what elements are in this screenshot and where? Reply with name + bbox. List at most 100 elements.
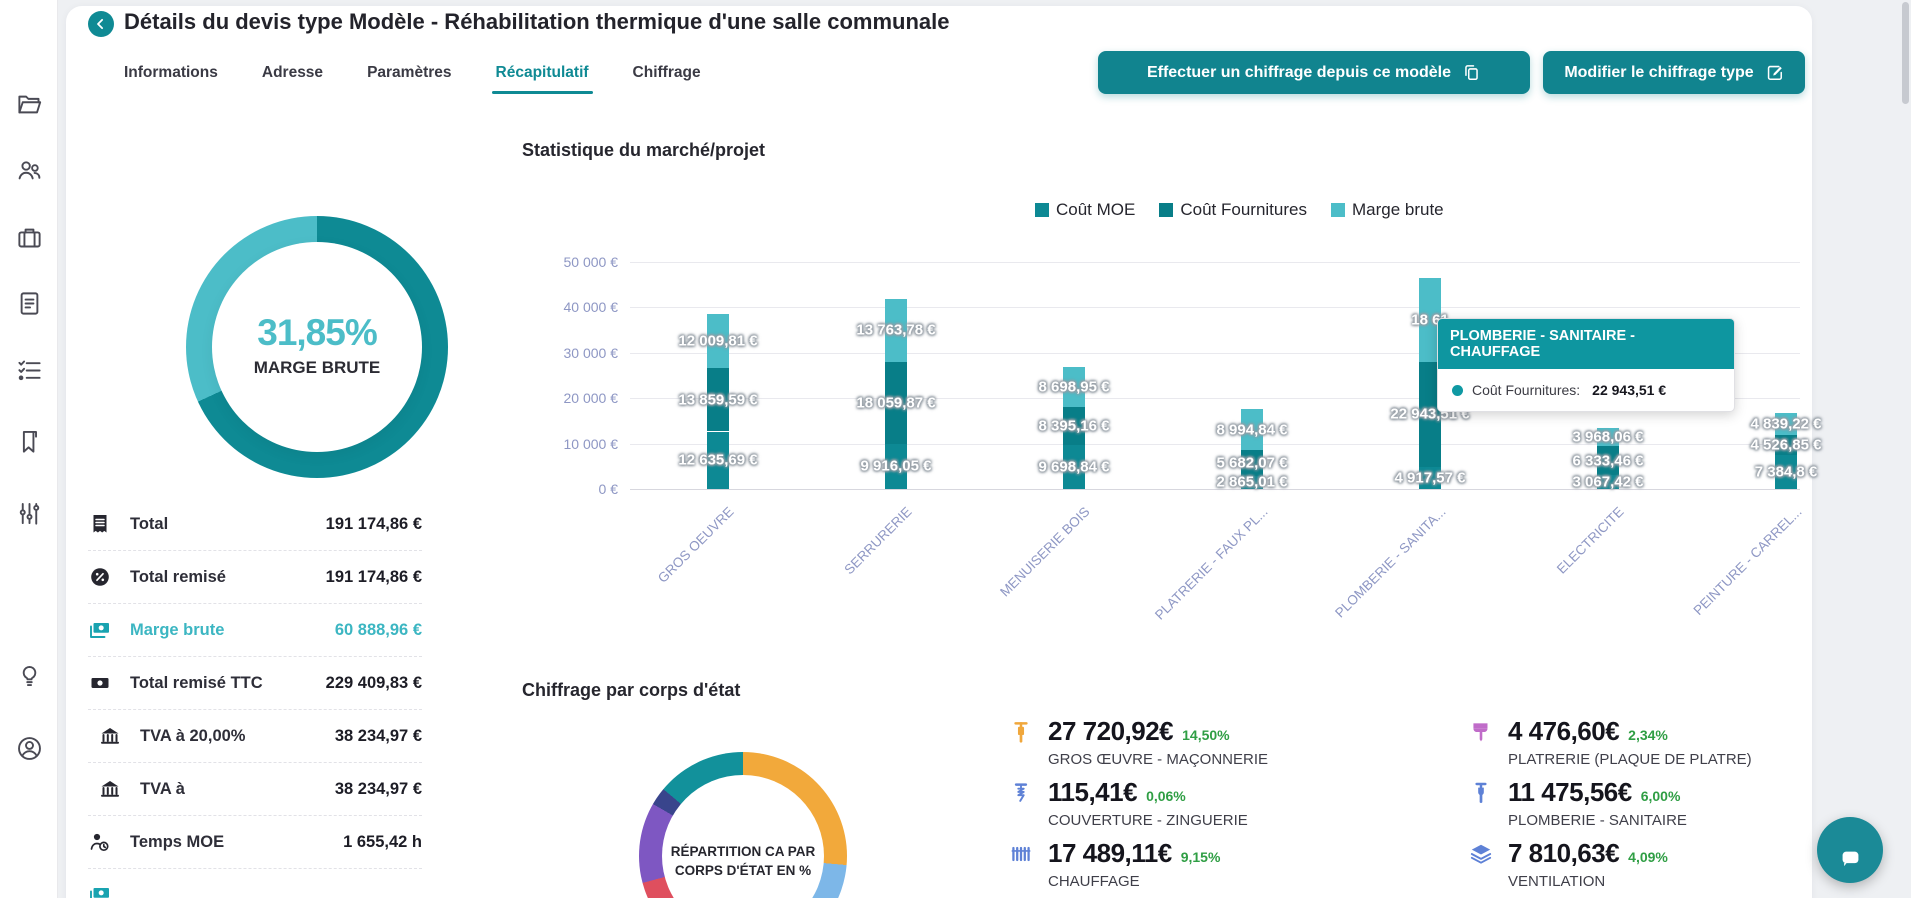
sidebar-item-checklist-icon[interactable] bbox=[16, 357, 43, 384]
gross-margin-label: MARGE BRUTE bbox=[253, 358, 381, 377]
sidebar-item-lightbulb-icon[interactable] bbox=[16, 663, 43, 690]
bar-segment[interactable] bbox=[1063, 444, 1085, 489]
bar-segment[interactable] bbox=[1597, 428, 1619, 447]
bar-segment[interactable] bbox=[1241, 409, 1263, 451]
sidebar-item-users-icon[interactable] bbox=[16, 157, 43, 184]
bar-segment[interactable] bbox=[1419, 466, 1441, 489]
arrow-left-icon bbox=[92, 15, 110, 34]
tab-adresse[interactable]: Adresse bbox=[261, 64, 324, 81]
breakdown-item-couverture-zinguerie: 115,41€ 0,06% COUVERTURE - ZINGUERIE bbox=[1008, 777, 1438, 838]
cash2-icon bbox=[88, 671, 112, 695]
breakdown-label: GROS ŒUVRE - MAÇONNERIE bbox=[1048, 751, 1269, 768]
bar-segment[interactable] bbox=[1241, 475, 1263, 489]
bar-segment[interactable] bbox=[1241, 450, 1263, 476]
breakdown-percent: 0,06% bbox=[1146, 787, 1186, 804]
bar-value-label: 13 859,59 € bbox=[678, 391, 758, 409]
create-quote-from-template-button[interactable]: Effectuer un chiffrage depuis ce modèle bbox=[1098, 51, 1530, 94]
tab-chiffrage[interactable]: Chiffrage bbox=[632, 64, 701, 81]
sidebar-item-document-icon[interactable] bbox=[16, 290, 43, 317]
bar-segment[interactable] bbox=[707, 368, 729, 432]
stat-row-tva-a-20-00-: TVA à 20,00% 38 234,97 € bbox=[88, 710, 422, 763]
chart-tooltip: PLOMBERIE - SANITAIRE - CHAUFFAGE Coût F… bbox=[1437, 318, 1735, 412]
breakdown-percent: 9,15% bbox=[1180, 848, 1221, 865]
tab-informations[interactable]: Informations bbox=[124, 64, 218, 81]
jackhammer-icon bbox=[1008, 719, 1034, 745]
tab-parametres[interactable]: Paramètres bbox=[367, 64, 452, 81]
bar-segment[interactable] bbox=[885, 361, 907, 444]
gridline bbox=[630, 353, 1800, 354]
bar-value-label: 7 384,8 € bbox=[1754, 463, 1818, 481]
legend-item-cou-t-moe[interactable]: Coût MOE bbox=[1035, 200, 1135, 220]
totals-summary-list: Total 191 174,86 € Total remisé 191 174,86 … bbox=[88, 498, 422, 898]
breakdown-title: Chiffrage par corps d'état bbox=[522, 680, 741, 700]
bar-segment[interactable] bbox=[1775, 434, 1797, 456]
bar-segment[interactable] bbox=[1419, 362, 1441, 467]
y-axis-tick: 30 000 € bbox=[563, 344, 619, 361]
breakdown-item-top: 115,41€ 0,06% bbox=[1008, 777, 1438, 808]
stat-value: 38 234,97 € bbox=[334, 779, 422, 798]
stat-label: TVA à 20,00% bbox=[140, 726, 246, 745]
repartition-donut-label: RÉPARTITION CA PAR CORPS D'ÉTAT EN % bbox=[663, 842, 823, 880]
legend-item-cou-t-fournitures[interactable]: Coût Fournitures bbox=[1159, 200, 1307, 220]
breakdown-item-top: 11 475,56€ 6,00% bbox=[1468, 777, 1898, 808]
bar-segment[interactable] bbox=[707, 313, 729, 369]
breakdown-column-1: 27 720,92€ 14,50% GROS ŒUVRE - MAÇONNERIE 1… bbox=[1008, 716, 1438, 898]
tooltip-body: Coût Fournitures: 22 943,51 € bbox=[1438, 369, 1734, 411]
sidebar-item-folder-open-icon[interactable] bbox=[16, 91, 43, 118]
tab-recapitulatif[interactable]: Récapitulatif bbox=[491, 64, 593, 94]
edit-template-quote-button[interactable]: Modifier le chiffrage type bbox=[1543, 51, 1805, 94]
y-axis-tick: 20 000 € bbox=[563, 390, 619, 406]
breakdown-value: 7 810,63€ bbox=[1508, 838, 1620, 868]
y-axis-tick: 40 000 € bbox=[563, 299, 619, 315]
breakdown-column-2: 4 476,60€ 2,34% PLATRERIE (PLAQUE DE PLATR… bbox=[1468, 716, 1898, 898]
breakdown-percent: 14,50% bbox=[1182, 726, 1230, 743]
stat-label: Total bbox=[130, 514, 169, 533]
bar-segment[interactable] bbox=[1063, 406, 1085, 445]
stat-row-total: Total 191 174,86 € bbox=[88, 498, 422, 551]
cash-icon bbox=[88, 883, 112, 898]
bar-value-label: 8 698,95 € bbox=[1038, 378, 1110, 396]
sidebar-item-sliders-icon[interactable] bbox=[16, 500, 43, 527]
stat-row-tva-a-: TVA à 38 234,97 € bbox=[88, 763, 422, 816]
button-label: Modifier le chiffrage type bbox=[1564, 63, 1754, 81]
stat-label: Temps MOE bbox=[130, 832, 225, 851]
sidebar-item-user-circle-icon[interactable] bbox=[16, 735, 43, 762]
legend-item-marge-brute[interactable]: Marge brute bbox=[1330, 200, 1444, 220]
gauge-center: 31,85% MARGE BRUTE bbox=[186, 216, 448, 378]
breakdown-item-plomberie-sanitaire: 11 475,56€ 6,00% PLOMBERIE - SANITAIRE bbox=[1468, 777, 1898, 838]
bar-segment[interactable] bbox=[1419, 277, 1441, 363]
sidebar-item-bookmark-icon[interactable] bbox=[16, 428, 43, 455]
tab-bar: Informations Adresse Paramètres Récapitulat… bbox=[124, 64, 701, 94]
stat-row-total-remise-: Total remisé 191 174,86 € bbox=[88, 551, 422, 604]
bar-segment[interactable] bbox=[707, 431, 729, 489]
bank-icon bbox=[98, 724, 122, 748]
cash-icon bbox=[88, 618, 112, 642]
bar-value-label: 4 917,57 € bbox=[1394, 469, 1466, 487]
legend-swatch-icon bbox=[1330, 203, 1345, 217]
receipt-icon bbox=[88, 512, 112, 536]
bar-value-label: 3 968,06 € bbox=[1572, 428, 1644, 446]
breakdown-item-top: 27 720,92€ 14,50% bbox=[1008, 716, 1438, 747]
vertical-scrollbar[interactable] bbox=[1902, 2, 1909, 104]
radiator-icon bbox=[1008, 841, 1034, 867]
legend-label: Coût Fournitures bbox=[1180, 200, 1307, 219]
bar-segment[interactable] bbox=[1597, 446, 1619, 476]
back-button[interactable] bbox=[88, 11, 114, 37]
breakdown-value: 27 720,92€ bbox=[1048, 716, 1174, 746]
series-dot-icon bbox=[1452, 384, 1463, 396]
bar-value-label: 5 682,07 € bbox=[1216, 454, 1288, 472]
bar-segment[interactable] bbox=[1597, 475, 1619, 489]
sidebar-item-briefcase-icon[interactable] bbox=[16, 224, 43, 251]
bar-segment[interactable] bbox=[885, 299, 907, 362]
bar-segment[interactable] bbox=[1063, 367, 1085, 407]
legend-swatch-icon bbox=[1035, 203, 1049, 217]
chat-widget-button[interactable] bbox=[1817, 817, 1883, 883]
bar-segment[interactable] bbox=[1775, 412, 1797, 435]
breakdown-label: CHAUFFAGE bbox=[1048, 873, 1140, 890]
bar-value-label: 4 526,85 € bbox=[1750, 436, 1822, 454]
bar-segment[interactable] bbox=[885, 443, 907, 489]
breakdown-value: 115,41€ bbox=[1048, 777, 1138, 807]
bar-value-label: 13 763,78 € bbox=[856, 321, 936, 339]
chart-title: Statistique du marché/projet bbox=[522, 140, 766, 160]
bar-segment[interactable] bbox=[1775, 455, 1797, 489]
